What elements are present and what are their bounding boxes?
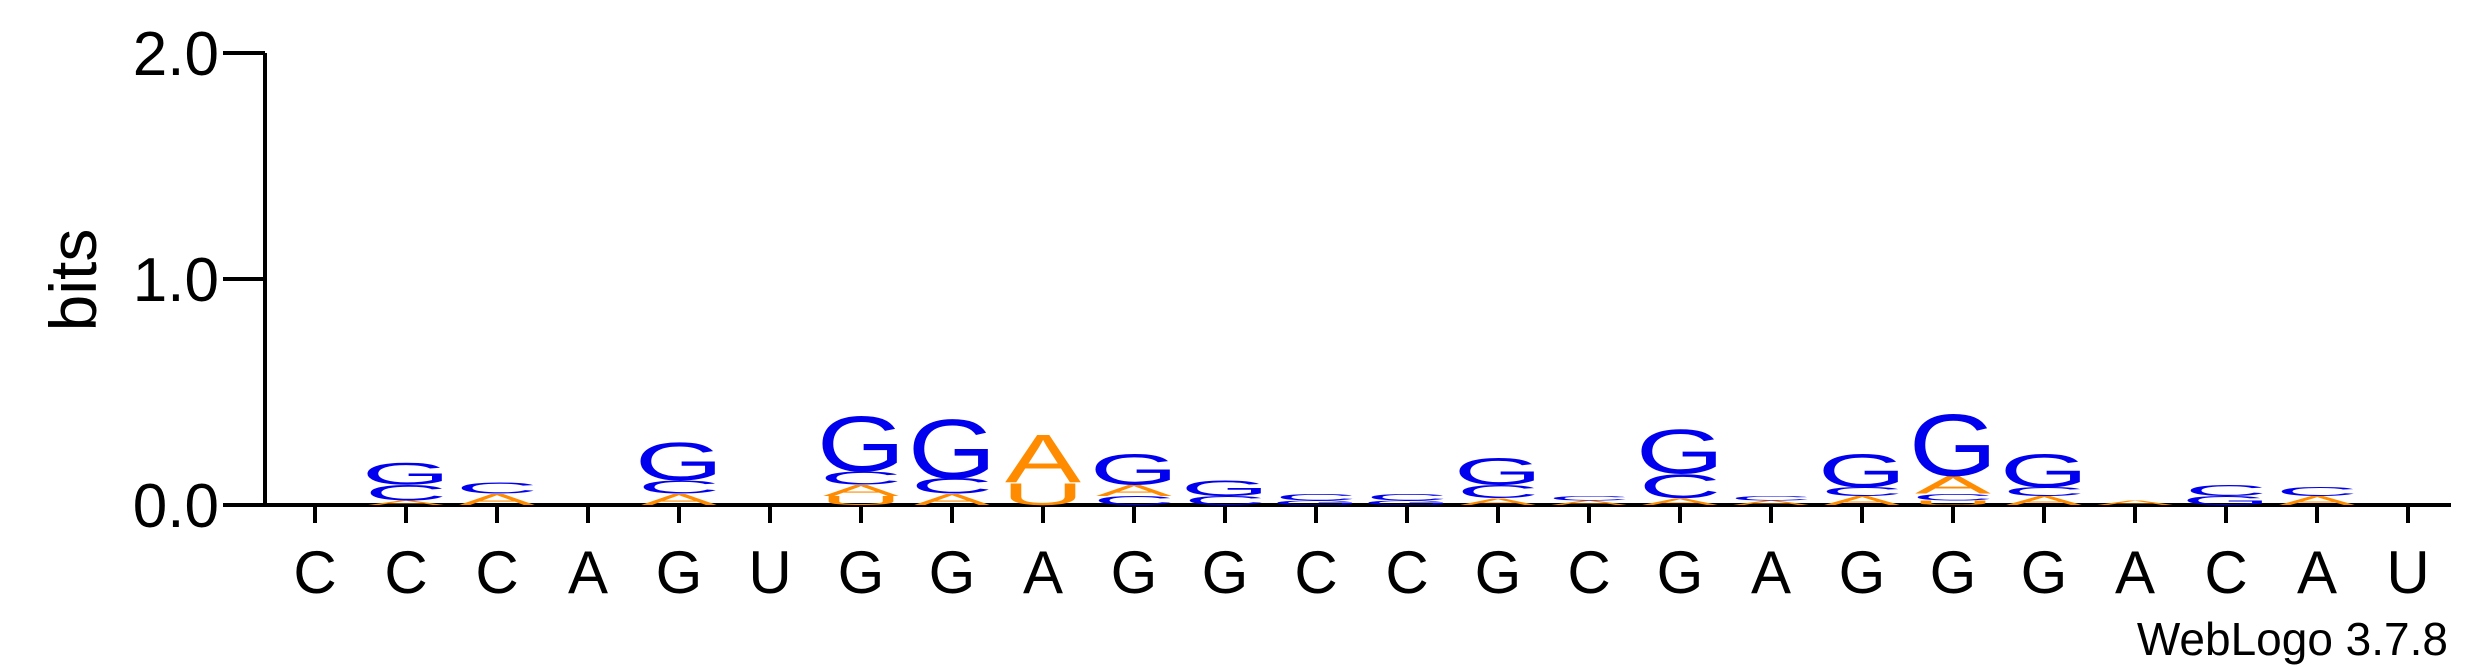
logo-letter: G: [1090, 445, 1179, 494]
logo-letter: C: [2276, 485, 2358, 499]
logo-letter: A: [2097, 499, 2173, 506]
logo-letter: A: [1733, 499, 1809, 506]
logo-letter: G: [1454, 450, 1543, 492]
logo-letter: A: [823, 482, 900, 500]
logo-letter: C: [365, 481, 447, 505]
x-tick-label: G: [1657, 539, 1704, 606]
x-tick-label: A: [2297, 539, 2337, 606]
logo-letter: C: [1821, 485, 1903, 499]
x-tick-label: U: [748, 539, 791, 606]
x-tick-label: C: [1567, 539, 1610, 606]
logo-letter: G: [817, 400, 906, 488]
logo-letter: C: [1184, 494, 1266, 508]
x-tick-label: C: [1385, 539, 1428, 606]
logo-letter: G: [1181, 476, 1270, 500]
logo-letter: G: [2182, 494, 2271, 508]
x-tick-label: A: [1751, 539, 1791, 606]
logo-letter: G: [1363, 499, 1452, 506]
logo-letter: C: [2185, 482, 2267, 500]
y-tick-label: 2.0: [133, 20, 219, 89]
logo-letter: A: [459, 491, 536, 509]
x-tick-label: A: [2115, 539, 2155, 606]
logo-letter: G: [1272, 499, 1361, 506]
logo-letter: U: [1912, 499, 1994, 506]
logo-letter: C: [1912, 492, 1994, 502]
x-tick-label: G: [1930, 539, 1977, 606]
logo-letter: A: [1551, 499, 1627, 506]
x-tick-label: G: [838, 539, 885, 606]
logo-letter: C: [456, 480, 538, 498]
logo-letter: A: [1642, 497, 1718, 507]
logo-letter: U: [820, 494, 902, 508]
x-tick-label: C: [384, 539, 427, 606]
logo-letter: G: [362, 456, 451, 491]
logo-letter: C: [1548, 495, 1630, 502]
x-tick-label: G: [929, 539, 976, 606]
x-tick-label: U: [2386, 539, 2429, 606]
logo-letter: A: [1824, 494, 1900, 508]
x-tick-label: G: [1111, 539, 1158, 606]
logo-letter: A: [368, 499, 444, 506]
logo-letter: C: [1457, 481, 1539, 502]
x-tick-label: A: [1023, 539, 1063, 606]
x-tick-label: C: [2204, 539, 2247, 606]
logo-letter: C: [820, 468, 902, 489]
logo-letter: G: [1636, 417, 1725, 487]
logo-letter: A: [2006, 494, 2082, 508]
logo-letter: A: [641, 491, 718, 509]
logo-letter: A: [1460, 497, 1536, 507]
logo-letter: C: [1639, 467, 1721, 506]
annotation: WebLogo 3.7.8: [2137, 613, 2448, 665]
logo-letter: C: [1093, 494, 1175, 508]
logo-letter: G: [908, 402, 997, 497]
logo-letter: G: [1909, 396, 1998, 494]
logo-letter: A: [1005, 420, 1081, 497]
logo-letter: A: [2279, 494, 2355, 508]
logo-letter: A: [914, 491, 991, 509]
logo-letter: C: [911, 474, 993, 498]
logo-letter: U: [1002, 476, 1084, 511]
x-tick-label: G: [2021, 539, 2068, 606]
logo-letter: G: [2000, 445, 2089, 497]
y-axis-label: bits: [36, 229, 110, 332]
x-tick-label: C: [475, 539, 518, 606]
y-tick-label: 1.0: [133, 246, 219, 315]
logo-letter: A: [1096, 482, 1173, 500]
x-tick-label: G: [656, 539, 703, 606]
logo-letter: C: [2003, 485, 2085, 499]
x-tick-label: G: [1475, 539, 1522, 606]
logo-letter: C: [1366, 492, 1448, 502]
logo-letter: G: [635, 432, 724, 492]
x-tick-label: G: [1839, 539, 1886, 606]
x-tick-label: G: [1202, 539, 1249, 606]
logo-letter: C: [638, 477, 720, 498]
logo-letter: C: [1275, 492, 1357, 502]
y-tick-label: 0.0: [133, 472, 219, 541]
logo-letter: A: [1915, 471, 1991, 499]
logo-letter: G: [1818, 445, 1907, 497]
x-tick-label: C: [293, 539, 336, 606]
x-tick-label: C: [1294, 539, 1337, 606]
x-tick-label: A: [568, 539, 608, 606]
logo-letter: C: [1730, 495, 1812, 502]
